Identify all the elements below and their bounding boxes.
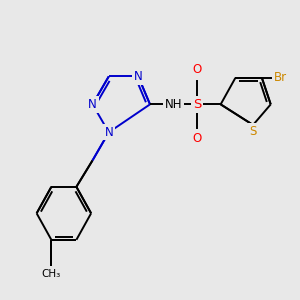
Text: O: O bbox=[193, 132, 202, 145]
Text: N: N bbox=[134, 70, 142, 83]
Text: NH: NH bbox=[165, 98, 182, 111]
Text: N: N bbox=[104, 126, 113, 139]
Text: S: S bbox=[193, 98, 201, 111]
Text: S: S bbox=[249, 125, 257, 138]
Text: N: N bbox=[88, 98, 97, 111]
Text: O: O bbox=[193, 63, 202, 76]
Text: Br: Br bbox=[274, 71, 287, 84]
Text: CH₃: CH₃ bbox=[42, 269, 61, 279]
